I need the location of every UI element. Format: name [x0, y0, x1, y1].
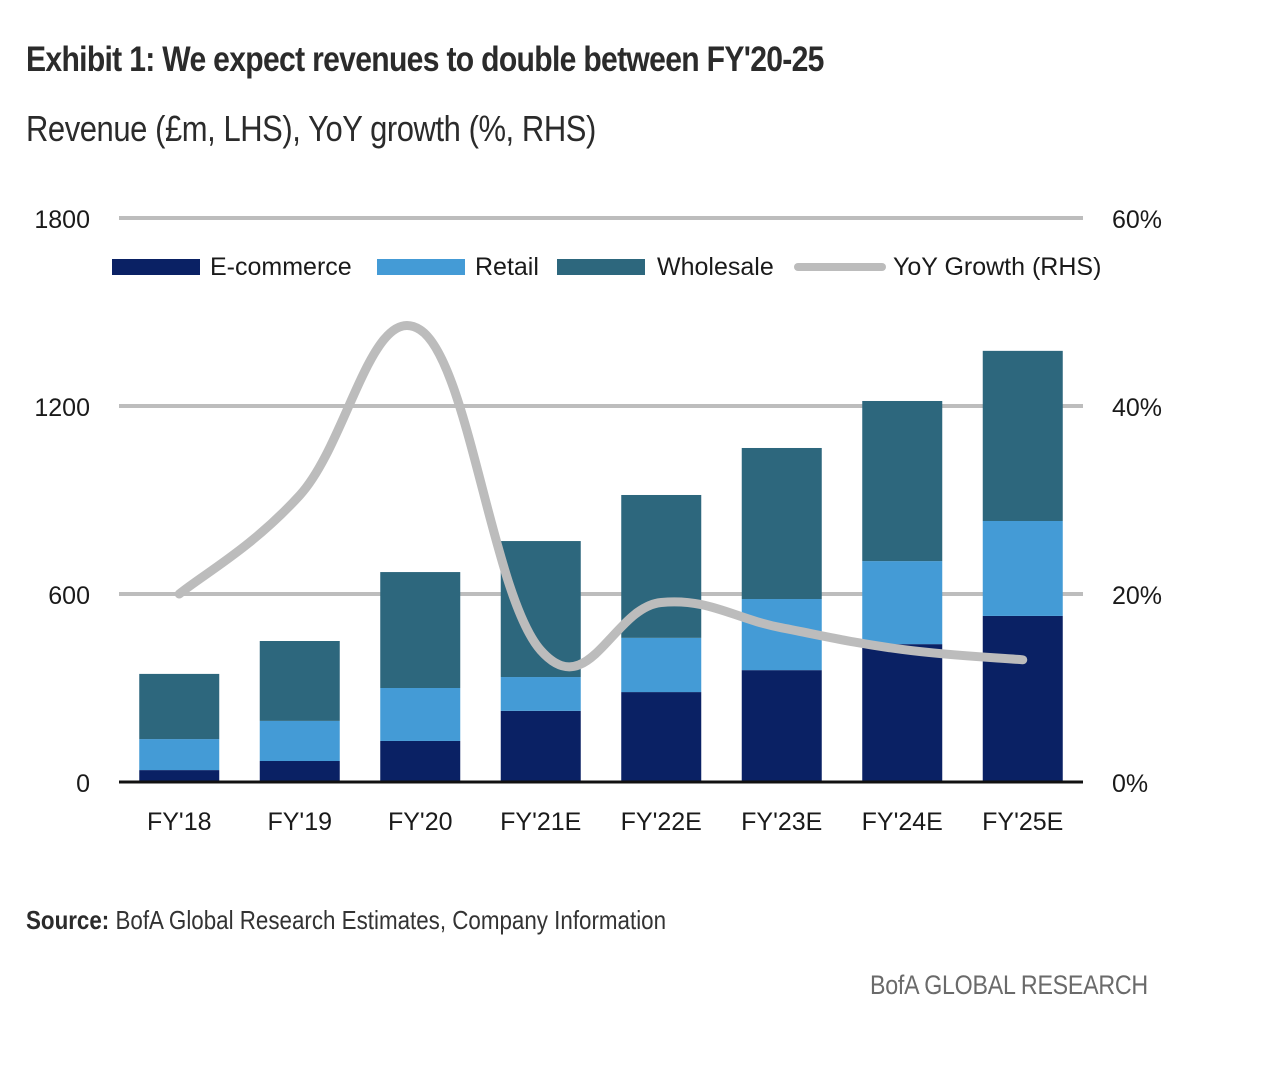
x-tick-label: FY'24E [862, 808, 943, 836]
source-note: Source: BofA Global Research Estimates, … [26, 905, 666, 936]
x-tick-label: FY'23E [741, 808, 822, 836]
right-tick-label: 20% [1112, 582, 1162, 610]
bar-retail [380, 688, 461, 741]
legend-label-growth: YoY Growth (RHS) [893, 253, 1101, 281]
growth-line [174, 321, 1028, 672]
bar-wholesale [380, 572, 461, 688]
legend-swatch-ecommerce [112, 259, 200, 275]
bar-wholesale [259, 641, 340, 721]
bar-e-commerce [259, 761, 340, 782]
bar-e-commerce [500, 710, 581, 782]
bar-wholesale [982, 350, 1063, 521]
x-tick-label: FY'21E [500, 808, 581, 836]
legend-swatch-wholesale [557, 259, 645, 275]
left-tick-label: 0 [76, 770, 90, 798]
right-tick-label: 60% [1112, 206, 1162, 234]
legend-label-ecommerce: E-commerce [210, 253, 352, 281]
bar-e-commerce [139, 770, 220, 782]
source-label: Source: [26, 905, 110, 935]
bar-e-commerce [380, 740, 461, 782]
bar-retail [500, 677, 581, 711]
chart-subtitle: Revenue (£m, LHS), YoY growth (%, RHS) [26, 108, 596, 149]
legend-swatch-retail [377, 259, 465, 275]
bar-wholesale [741, 447, 822, 600]
brand-label: BofA GLOBAL RESEARCH [870, 970, 1148, 1000]
legend-label-wholesale: Wholesale [657, 253, 774, 281]
bar-retail [139, 739, 220, 771]
x-tick-label: FY'25E [982, 808, 1063, 836]
bars [139, 350, 1063, 782]
growth-line-group [174, 321, 1028, 672]
source-text: BofA Global Research Estimates, Company … [109, 905, 667, 935]
x-tick-label: FY'20 [388, 808, 453, 836]
legend: E-commerce Retail Wholesale YoY Growth (… [112, 253, 1101, 281]
bar-e-commerce [741, 670, 822, 782]
left-tick-label: 1800 [34, 206, 90, 234]
bar-e-commerce [862, 644, 943, 782]
left-axis-ticks: 0 600 1200 1800 [34, 206, 90, 798]
x-tick-label: FY'22E [621, 808, 702, 836]
legend-label-retail: Retail [475, 253, 539, 281]
bar-wholesale [862, 400, 943, 562]
bar-retail [259, 720, 340, 762]
x-axis-ticks: FY'18 FY'19 FY'20 FY'21E FY'22E FY'23E FY'24E F… [147, 808, 1063, 836]
bar-retail [621, 637, 702, 693]
bar-retail [982, 520, 1063, 616]
left-tick-label: 1200 [34, 394, 90, 422]
right-tick-label: 0% [1112, 770, 1148, 798]
bar-e-commerce [621, 692, 702, 782]
x-tick-label: FY'19 [267, 808, 332, 836]
right-axis-ticks: 0% 20% 40% 60% [1112, 206, 1162, 798]
x-tick-label: FY'18 [147, 808, 212, 836]
chart-title: Exhibit 1: We expect revenues to double … [26, 40, 824, 79]
bar-e-commerce [982, 615, 1063, 782]
left-tick-label: 600 [48, 582, 90, 610]
bar-retail [862, 561, 943, 645]
right-tick-label: 40% [1112, 394, 1162, 422]
bar-wholesale [139, 673, 220, 740]
